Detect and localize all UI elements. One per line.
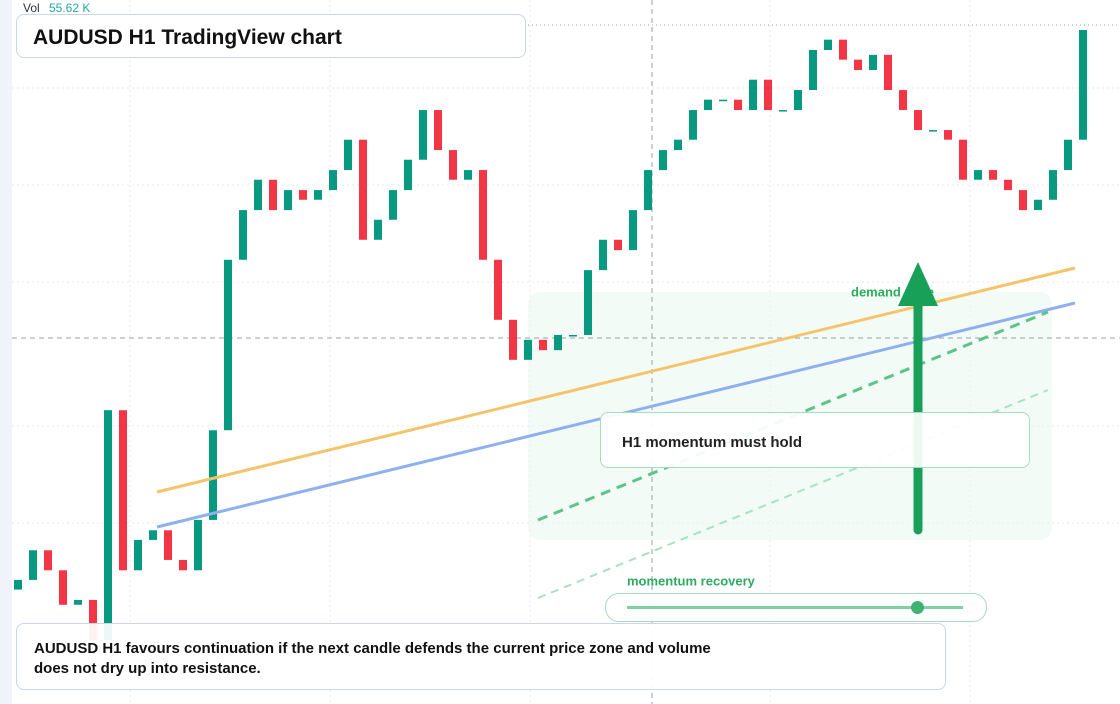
candle-body — [899, 90, 907, 111]
candle-body — [434, 110, 442, 151]
callout: H1 momentum must hold — [600, 412, 1030, 468]
candle-body — [419, 110, 427, 160]
candle-body — [929, 130, 937, 132]
candle-body — [164, 530, 172, 560]
slider-label: momentum recovery — [627, 573, 756, 588]
candle-body — [89, 599, 97, 640]
candle-body — [539, 339, 547, 351]
candle-body — [254, 179, 262, 211]
candle-body — [824, 39, 832, 51]
candle-body — [284, 190, 292, 211]
callout-text: H1 momentum must hold — [622, 434, 803, 451]
candle-body — [779, 110, 787, 112]
candle-body — [119, 410, 127, 571]
candles — [14, 30, 1087, 640]
candle-body — [629, 210, 637, 251]
candle-body — [854, 59, 862, 71]
title-box: AUDUSD H1 TradingView chart — [16, 14, 526, 58]
candle-body — [884, 54, 892, 91]
candle-body — [194, 519, 202, 571]
candle-body — [269, 179, 277, 211]
candle-body — [104, 410, 112, 640]
candle-body — [944, 130, 952, 140]
note: AUDUSD H1 favours continuation if the ne… — [34, 640, 711, 677]
candle-body — [749, 79, 757, 111]
title: AUDUSD H1 TradingView chart — [33, 26, 342, 49]
candle-body — [1049, 170, 1057, 200]
candle-body — [1064, 139, 1072, 171]
arrow-head — [898, 262, 938, 306]
candle-body — [734, 99, 742, 111]
candle-body — [719, 99, 727, 102]
candle-body — [344, 139, 352, 171]
candle-body — [959, 139, 967, 180]
candle-body — [329, 170, 337, 191]
candle-body — [359, 139, 367, 240]
slider-track — [627, 606, 963, 609]
candle-body — [764, 79, 772, 111]
candle-body — [374, 219, 382, 240]
projection — [537, 389, 1049, 599]
candle-body — [209, 430, 217, 520]
candle-body — [464, 170, 472, 180]
candle-body — [689, 110, 697, 140]
candle-body — [644, 170, 652, 211]
note-box: AUDUSD H1 favours continuation if the ne… — [16, 623, 946, 690]
candle-body — [149, 530, 157, 540]
candle-body — [44, 550, 52, 571]
volume-label: Vol — [23, 1, 40, 15]
candle-body — [614, 239, 622, 251]
slider[interactable] — [605, 593, 987, 622]
slider-knob[interactable] — [911, 601, 924, 614]
candle-body — [494, 259, 502, 320]
candle-body — [314, 190, 322, 200]
left-strip — [0, 0, 12, 704]
candle-body — [569, 334, 577, 337]
candle-body — [1004, 179, 1012, 191]
candle-body — [449, 150, 457, 180]
candle-body — [554, 334, 562, 351]
candle-body — [659, 150, 667, 171]
candle-body — [914, 110, 922, 131]
candle-body — [809, 50, 817, 91]
candle-body — [239, 210, 247, 260]
candle-body — [524, 339, 532, 360]
candle-body — [869, 54, 877, 71]
candle-body — [179, 559, 187, 571]
candle-body — [1019, 190, 1027, 211]
candle-body — [479, 170, 487, 260]
candle-body — [299, 190, 307, 200]
candle-body — [134, 539, 142, 571]
candle-body — [74, 599, 82, 605]
candle-body — [599, 239, 607, 271]
candle-body — [974, 170, 982, 180]
candle-body — [224, 259, 232, 431]
candle-body — [509, 319, 517, 360]
candle-body — [389, 190, 397, 220]
candle-body — [794, 90, 802, 111]
candle-body — [14, 579, 22, 590]
candle-body — [404, 159, 412, 191]
candle-body — [1079, 30, 1087, 140]
candle-body — [839, 39, 847, 60]
candle-body — [704, 99, 712, 111]
candle-body — [584, 270, 592, 335]
candle-body — [29, 550, 37, 580]
candle-body — [1034, 199, 1042, 211]
volume-value: 55.62 K — [49, 1, 90, 15]
candle-body — [59, 570, 67, 605]
candle-body — [674, 139, 682, 151]
candle-body — [989, 170, 997, 180]
